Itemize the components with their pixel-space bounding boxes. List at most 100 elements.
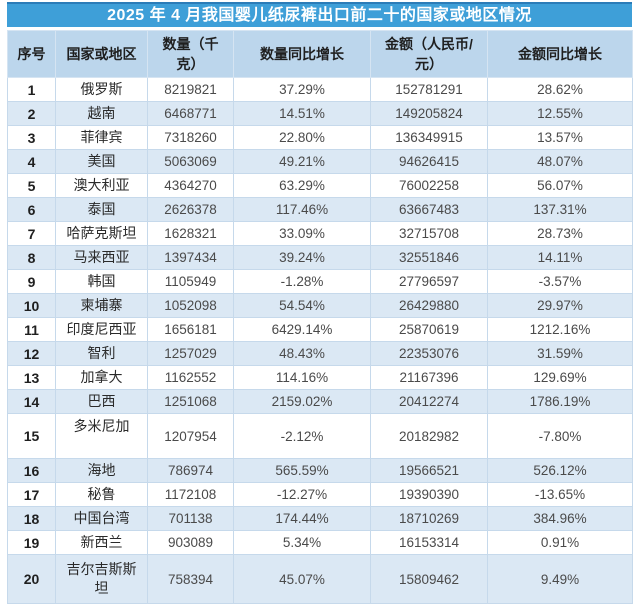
cell-amount-yoy: 31.59% bbox=[487, 341, 633, 366]
cell-country: 智利 bbox=[55, 341, 148, 366]
col-header-quantity: 数量（千 克） bbox=[147, 30, 234, 78]
table-row: 13 加拿大 1162552 114.16% 21167396 129.69% bbox=[7, 365, 633, 390]
cell-country: 秘鲁 bbox=[55, 482, 148, 507]
cell-amount-yoy: 1212.16% bbox=[487, 317, 633, 342]
cell-quantity-yoy: 14.51% bbox=[233, 101, 371, 126]
cell-amount-yoy: 28.62% bbox=[487, 77, 633, 102]
table-title: 2025 年 4 月我国婴儿纸尿裤出口前二十的国家或地区情况 bbox=[7, 2, 632, 27]
cell-amount: 25870619 bbox=[370, 317, 488, 342]
table-row: 9 韩国 1105949 -1.28% 27796597 -3.57% bbox=[7, 269, 633, 294]
cell-quantity: 758394 bbox=[147, 554, 234, 604]
cell-quantity-yoy: 114.16% bbox=[233, 365, 371, 390]
table-row: 17 秘鲁 1172108 -12.27% 19390390 -13.65% bbox=[7, 482, 633, 507]
cell-quantity-yoy: 54.54% bbox=[233, 293, 371, 318]
cell-quantity: 1105949 bbox=[147, 269, 234, 294]
cell-quantity: 786974 bbox=[147, 458, 234, 483]
col-header-amount-yoy: 金额同比增长 bbox=[487, 30, 633, 78]
cell-quantity-yoy: 174.44% bbox=[233, 506, 371, 531]
cell-amount-yoy: 9.49% bbox=[487, 554, 633, 604]
cell-quantity: 1628321 bbox=[147, 221, 234, 246]
cell-amount: 15809462 bbox=[370, 554, 488, 604]
table-row: 16 海地 786974 565.59% 19566521 526.12% bbox=[7, 458, 633, 483]
cell-amount-yoy: 1786.19% bbox=[487, 389, 633, 414]
cell-amount: 26429880 bbox=[370, 293, 488, 318]
cell-amount: 32715708 bbox=[370, 221, 488, 246]
cell-rank: 12 bbox=[7, 341, 56, 366]
cell-quantity: 5063069 bbox=[147, 149, 234, 174]
col-header-quantity-yoy: 数量同比增长 bbox=[233, 30, 371, 78]
cell-rank: 20 bbox=[7, 554, 56, 604]
cell-country: 越南 bbox=[55, 101, 148, 126]
cell-rank: 8 bbox=[7, 245, 56, 270]
cell-amount-yoy: 13.57% bbox=[487, 125, 633, 150]
cell-quantity: 7318260 bbox=[147, 125, 234, 150]
cell-rank: 9 bbox=[7, 269, 56, 294]
cell-quantity: 1052098 bbox=[147, 293, 234, 318]
cell-country: 多米尼加 bbox=[55, 413, 148, 459]
table-row: 18 中国台湾 701138 174.44% 18710269 384.96% bbox=[7, 506, 633, 531]
cell-quantity-yoy: 117.46% bbox=[233, 197, 371, 222]
cell-amount-yoy: 526.12% bbox=[487, 458, 633, 483]
cell-rank: 13 bbox=[7, 365, 56, 390]
cell-country: 哈萨克斯坦 bbox=[55, 221, 148, 246]
cell-quantity-yoy: -2.12% bbox=[233, 413, 371, 459]
cell-amount-yoy: 129.69% bbox=[487, 365, 633, 390]
cell-amount: 19390390 bbox=[370, 482, 488, 507]
cell-quantity: 701138 bbox=[147, 506, 234, 531]
table-row: 4 美国 5063069 49.21% 94626415 48.07% bbox=[7, 149, 633, 174]
cell-amount: 16153314 bbox=[370, 530, 488, 555]
cell-amount-yoy: 0.91% bbox=[487, 530, 633, 555]
header-row: 序号 国家或地区 数量（千 克） 数量同比增长 金额（人民币/ 元） 金额同比增… bbox=[7, 30, 633, 78]
cell-quantity-yoy: 37.29% bbox=[233, 77, 371, 102]
cell-amount-yoy: 28.73% bbox=[487, 221, 633, 246]
cell-amount-yoy: 384.96% bbox=[487, 506, 633, 531]
cell-rank: 1 bbox=[7, 77, 56, 102]
cell-quantity-yoy: 48.43% bbox=[233, 341, 371, 366]
cell-quantity-yoy: -1.28% bbox=[233, 269, 371, 294]
cell-quantity: 1251068 bbox=[147, 389, 234, 414]
cell-quantity: 4364270 bbox=[147, 173, 234, 198]
cell-quantity-yoy: 33.09% bbox=[233, 221, 371, 246]
cell-quantity-yoy: 49.21% bbox=[233, 149, 371, 174]
table-row: 3 菲律宾 7318260 22.80% 136349915 13.57% bbox=[7, 125, 633, 150]
cell-amount: 20182982 bbox=[370, 413, 488, 459]
cell-quantity-yoy: 565.59% bbox=[233, 458, 371, 483]
cell-amount: 94626415 bbox=[370, 149, 488, 174]
table-row: 10 柬埔寨 1052098 54.54% 26429880 29.97% bbox=[7, 293, 633, 318]
cell-amount-yoy: 137.31% bbox=[487, 197, 633, 222]
table-row: 11 印度尼西亚 1656181 6429.14% 25870619 1212.16% bbox=[7, 317, 633, 342]
cell-quantity: 6468771 bbox=[147, 101, 234, 126]
cell-quantity-yoy: 39.24% bbox=[233, 245, 371, 270]
cell-rank: 18 bbox=[7, 506, 56, 531]
cell-quantity: 1207954 bbox=[147, 413, 234, 459]
cell-amount: 149205824 bbox=[370, 101, 488, 126]
table-header: 序号 国家或地区 数量（千 克） 数量同比增长 金额（人民币/ 元） 金额同比增… bbox=[7, 30, 633, 78]
cell-rank: 19 bbox=[7, 530, 56, 555]
cell-country: 印度尼西亚 bbox=[55, 317, 148, 342]
cell-country: 马来西亚 bbox=[55, 245, 148, 270]
cell-amount: 21167396 bbox=[370, 365, 488, 390]
cell-quantity-yoy: 63.29% bbox=[233, 173, 371, 198]
cell-amount-yoy: -7.80% bbox=[487, 413, 633, 459]
cell-amount-yoy: 14.11% bbox=[487, 245, 633, 270]
cell-quantity-yoy: 6429.14% bbox=[233, 317, 371, 342]
cell-rank: 5 bbox=[7, 173, 56, 198]
cell-amount-yoy: 48.07% bbox=[487, 149, 633, 174]
cell-amount: 20412274 bbox=[370, 389, 488, 414]
cell-rank: 7 bbox=[7, 221, 56, 246]
table-row: 14 巴西 1251068 2159.02% 20412274 1786.19% bbox=[7, 389, 633, 414]
table-row: 19 新西兰 903089 5.34% 16153314 0.91% bbox=[7, 530, 633, 555]
cell-amount-yoy: -3.57% bbox=[487, 269, 633, 294]
export-table: 序号 国家或地区 数量（千 克） 数量同比增长 金额（人民币/ 元） 金额同比增… bbox=[7, 30, 633, 604]
cell-quantity: 1656181 bbox=[147, 317, 234, 342]
cell-amount: 63667483 bbox=[370, 197, 488, 222]
cell-rank: 2 bbox=[7, 101, 56, 126]
cell-quantity: 1397434 bbox=[147, 245, 234, 270]
table-row: 1 俄罗斯 8219821 37.29% 152781291 28.62% bbox=[7, 77, 633, 102]
cell-country: 澳大利亚 bbox=[55, 173, 148, 198]
cell-rank: 6 bbox=[7, 197, 56, 222]
table-row: 15 多米尼加 1207954 -2.12% 20182982 -7.80% bbox=[7, 413, 633, 459]
cell-country: 菲律宾 bbox=[55, 125, 148, 150]
col-header-amount: 金额（人民币/ 元） bbox=[370, 30, 488, 78]
cell-quantity: 1257029 bbox=[147, 341, 234, 366]
